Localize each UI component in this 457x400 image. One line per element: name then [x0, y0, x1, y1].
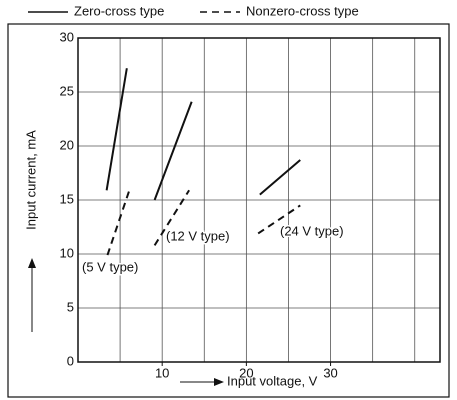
x-tick-label: 10 — [155, 365, 169, 380]
y-axis-label: Input current, mA — [23, 130, 38, 230]
y-tick-label: 15 — [60, 191, 74, 206]
y-tick-label: 20 — [60, 137, 74, 152]
annotation: (5 V type) — [82, 259, 138, 274]
plot-border — [77, 37, 441, 363]
frame — [7, 23, 450, 398]
x-axis-label: Input voltage, V — [227, 373, 318, 388]
y-tick-label: 5 — [67, 299, 74, 314]
x-tick-label: 30 — [323, 365, 337, 380]
series-line — [106, 189, 301, 256]
y-tick-label: 10 — [60, 245, 74, 260]
legend-label: Zero-cross type — [74, 3, 164, 18]
series-line — [105, 68, 301, 201]
x-tick-label: 20 — [239, 365, 253, 380]
annotation: (12 V type) — [166, 228, 230, 243]
y-arrow-head — [28, 258, 36, 268]
y-tick-label: 0 — [67, 353, 74, 368]
y-tick-label: 30 — [60, 29, 74, 44]
x-arrow-head — [214, 378, 224, 386]
annotation: (24 V type) — [280, 223, 344, 238]
legend-label: Nonzero-cross type — [246, 3, 359, 18]
y-tick-label: 25 — [60, 83, 74, 98]
